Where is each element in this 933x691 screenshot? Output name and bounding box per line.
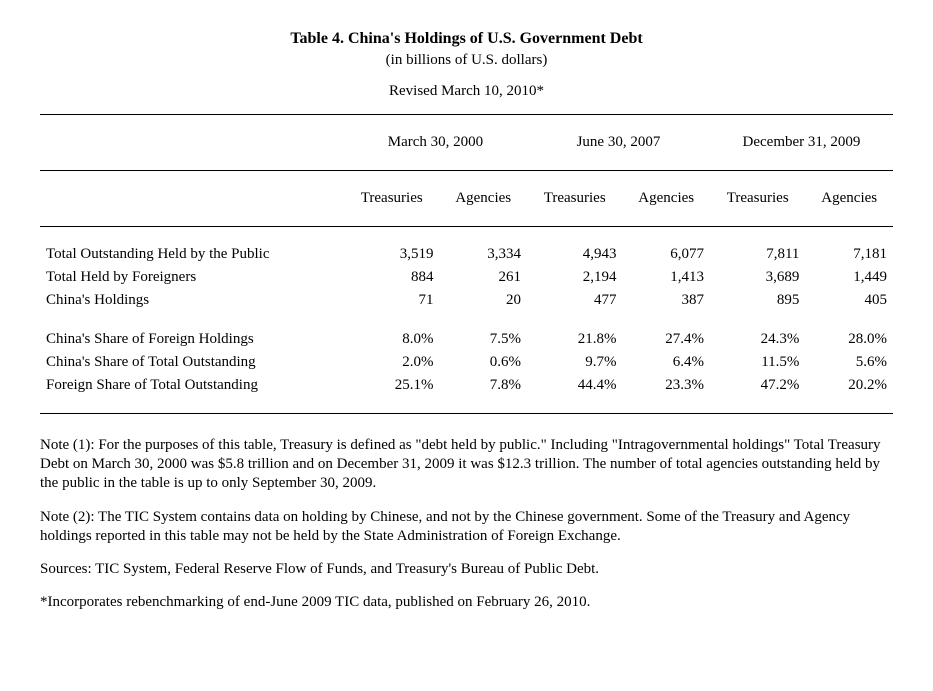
table-row: China's Holdings 71 20 477 387 895 405: [40, 289, 893, 312]
sources-line: Sources: TIC System, Federal Reserve Flo…: [40, 560, 893, 579]
cell: 2,194: [527, 266, 622, 289]
table-row: Foreign Share of Total Outstanding 25.1%…: [40, 374, 893, 397]
note-2: Note (2): The TIC System contains data o…: [40, 508, 893, 546]
notes-section: Note (1): For the purposes of this table…: [40, 436, 893, 612]
cell: 7,811: [710, 243, 805, 266]
date-head-2: December 31, 2009: [710, 131, 893, 154]
cell: 387: [622, 289, 710, 312]
cell: 1,449: [805, 266, 893, 289]
cell: 405: [805, 289, 893, 312]
cell: 20.2%: [805, 374, 893, 397]
cell: 6.4%: [622, 351, 710, 374]
cell: 3,334: [439, 243, 527, 266]
revised-line: Revised March 10, 2010*: [40, 83, 893, 100]
cell: 11.5%: [710, 351, 805, 374]
table-row: China's Share of Foreign Holdings 8.0% 7…: [40, 328, 893, 351]
table-row: Total Held by Foreigners 884 261 2,194 1…: [40, 266, 893, 289]
cell: 0.6%: [439, 351, 527, 374]
cell: 20: [439, 289, 527, 312]
table-row: China's Share of Total Outstanding 2.0% …: [40, 351, 893, 374]
cell: 3,689: [710, 266, 805, 289]
cell: 28.0%: [805, 328, 893, 351]
cell: 21.8%: [527, 328, 622, 351]
cell: 895: [710, 289, 805, 312]
cell: 27.4%: [622, 328, 710, 351]
cell: 2.0%: [344, 351, 439, 374]
row-label: China's Share of Foreign Holdings: [40, 328, 344, 351]
cell: 47.2%: [710, 374, 805, 397]
subhead-5: Agencies: [805, 187, 893, 210]
table-row: Total Outstanding Held by the Public 3,5…: [40, 243, 893, 266]
subhead-2: Treasuries: [527, 187, 622, 210]
cell: 6,077: [622, 243, 710, 266]
subhead-4: Treasuries: [710, 187, 805, 210]
date-header-row: March 30, 2000 June 30, 2007 December 31…: [40, 131, 893, 154]
cell: 9.7%: [527, 351, 622, 374]
cell: 3,519: [344, 243, 439, 266]
cell: 8.0%: [344, 328, 439, 351]
row-label: Total Held by Foreigners: [40, 266, 344, 289]
cell: 24.3%: [710, 328, 805, 351]
table-title: Table 4. China's Holdings of U.S. Govern…: [40, 30, 893, 48]
cell: 5.6%: [805, 351, 893, 374]
cell: 71: [344, 289, 439, 312]
cell: 884: [344, 266, 439, 289]
row-label: China's Holdings: [40, 289, 344, 312]
cell: 25.1%: [344, 374, 439, 397]
subhead-0: Treasuries: [344, 187, 439, 210]
row-label: Total Outstanding Held by the Public: [40, 243, 344, 266]
data-table: March 30, 2000 June 30, 2007 December 31…: [40, 114, 893, 414]
note-1: Note (1): For the purposes of this table…: [40, 436, 893, 494]
cell: 7.5%: [439, 328, 527, 351]
row-label: China's Share of Total Outstanding: [40, 351, 344, 374]
cell: 44.4%: [527, 374, 622, 397]
footnote-line: *Incorporates rebenchmarking of end-June…: [40, 593, 893, 612]
cell: 7.8%: [439, 374, 527, 397]
cell: 261: [439, 266, 527, 289]
date-head-1: June 30, 2007: [527, 131, 710, 154]
cell: 7,181: [805, 243, 893, 266]
cell: 477: [527, 289, 622, 312]
row-label: Foreign Share of Total Outstanding: [40, 374, 344, 397]
table-subtitle: (in billions of U.S. dollars): [40, 52, 893, 69]
cell: 1,413: [622, 266, 710, 289]
subhead-3: Agencies: [622, 187, 710, 210]
sub-header-row: Treasuries Agencies Treasuries Agencies …: [40, 187, 893, 210]
date-head-0: March 30, 2000: [344, 131, 527, 154]
subhead-1: Agencies: [439, 187, 527, 210]
cell: 4,943: [527, 243, 622, 266]
cell: 23.3%: [622, 374, 710, 397]
